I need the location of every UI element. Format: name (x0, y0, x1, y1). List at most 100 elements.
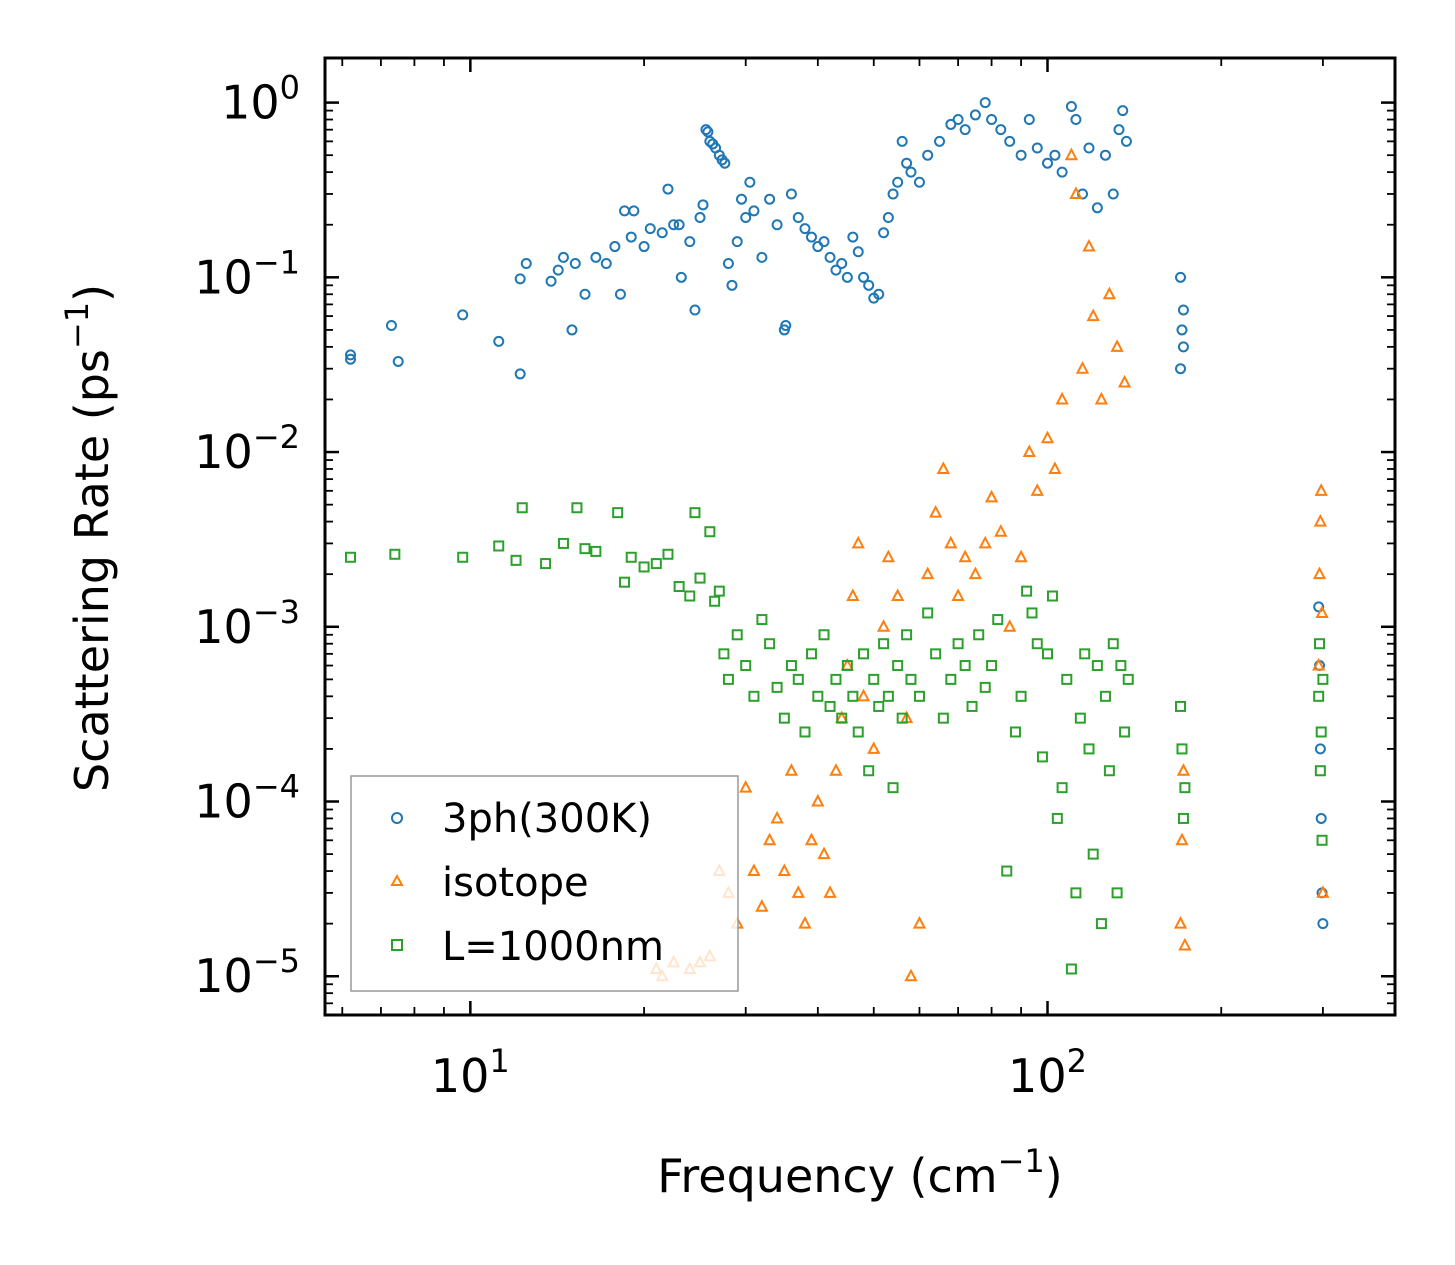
data-point (1040, 430, 1055, 444)
data-point (1175, 700, 1187, 712)
legend-marker-isotope (390, 873, 404, 886)
data-point (566, 324, 578, 336)
y-tick-label-exponent: 0 (280, 69, 300, 107)
data-point (1015, 149, 1027, 161)
data-point (1117, 374, 1132, 388)
data-point (799, 223, 811, 235)
data-point (590, 251, 602, 263)
data-point (1314, 765, 1326, 777)
data-point (873, 700, 885, 712)
data-point (812, 690, 824, 702)
data-point (937, 712, 949, 724)
data-point (851, 535, 865, 549)
data-point (986, 660, 998, 672)
data-point (748, 690, 760, 702)
data-point (345, 551, 357, 563)
data-point (628, 205, 640, 217)
data-point (1042, 648, 1054, 660)
data-point (755, 899, 769, 912)
data-point (385, 320, 397, 332)
data-point (922, 149, 934, 161)
y-axis-label: Scattering Rate (ps−1) (58, 284, 119, 792)
data-point (901, 629, 913, 641)
data-point (1061, 673, 1073, 685)
data-point (836, 257, 848, 269)
data-point (836, 712, 848, 724)
data-point (748, 205, 760, 217)
data-point (785, 660, 797, 672)
data-points-layer (345, 97, 1330, 982)
data-point (945, 118, 957, 130)
data-point (852, 726, 864, 738)
data-point (986, 114, 998, 126)
data-point (887, 188, 899, 200)
y-tick-label: 10−4 (194, 768, 300, 829)
data-point (1103, 765, 1115, 777)
data-point (1015, 690, 1027, 702)
data-point (644, 223, 656, 235)
data-point (764, 638, 776, 650)
data-point (805, 648, 817, 660)
data-point (778, 712, 790, 724)
data-point (863, 279, 875, 291)
data-point (1111, 887, 1123, 899)
data-point (952, 638, 964, 650)
data-point (945, 673, 957, 685)
data-point (969, 109, 981, 121)
x-axis-label: Frequency (cm−1) (657, 1142, 1062, 1203)
data-point (905, 673, 917, 685)
data-point (1120, 135, 1132, 147)
legend-marker-3ph (391, 812, 403, 824)
data-point (656, 227, 668, 239)
data-point (1313, 601, 1325, 613)
data-point (979, 97, 991, 109)
data-point (389, 548, 401, 560)
data-point (1107, 638, 1119, 650)
data-point (944, 535, 958, 549)
data-point (713, 585, 725, 597)
data-point (791, 885, 805, 898)
data-point (798, 915, 812, 929)
data-point (784, 763, 799, 776)
data-point (1056, 166, 1068, 178)
data-point (824, 700, 836, 712)
data-point (1049, 149, 1061, 161)
data-point (1064, 147, 1079, 161)
data-point (896, 712, 908, 724)
data-point (719, 157, 731, 169)
data-point (878, 638, 890, 650)
data-point (1046, 590, 1058, 602)
x-tick-label-base: 10 (1008, 1049, 1067, 1103)
data-point (1176, 743, 1188, 755)
data-point (994, 524, 1008, 537)
data-point (1113, 124, 1125, 136)
data-point (968, 566, 983, 580)
data-point (1070, 887, 1082, 899)
data-point (1065, 100, 1077, 112)
legend-marker-boundary (391, 939, 403, 951)
data-point (780, 320, 792, 332)
data-point (878, 227, 890, 239)
data-point (609, 241, 621, 253)
data-point (668, 219, 680, 231)
data-point (1315, 726, 1327, 738)
data-point (858, 648, 870, 660)
data-point (689, 507, 701, 519)
data-point (1091, 660, 1103, 672)
data-point (841, 271, 853, 283)
data-point (882, 211, 894, 223)
data-point (590, 545, 602, 557)
data-point (762, 832, 777, 846)
data-point (1021, 585, 1033, 597)
y-axis-label-close: ) (65, 284, 119, 302)
y-tick-label-base: 10 (194, 775, 253, 829)
data-point (1031, 638, 1043, 650)
data-point (771, 219, 783, 231)
data-point (697, 199, 709, 211)
data-point (1056, 782, 1068, 794)
data-point (892, 660, 904, 672)
data-point (619, 576, 631, 588)
data-point (882, 690, 894, 702)
data-point (1014, 549, 1028, 563)
y-tick-label-base: 10 (194, 250, 253, 304)
